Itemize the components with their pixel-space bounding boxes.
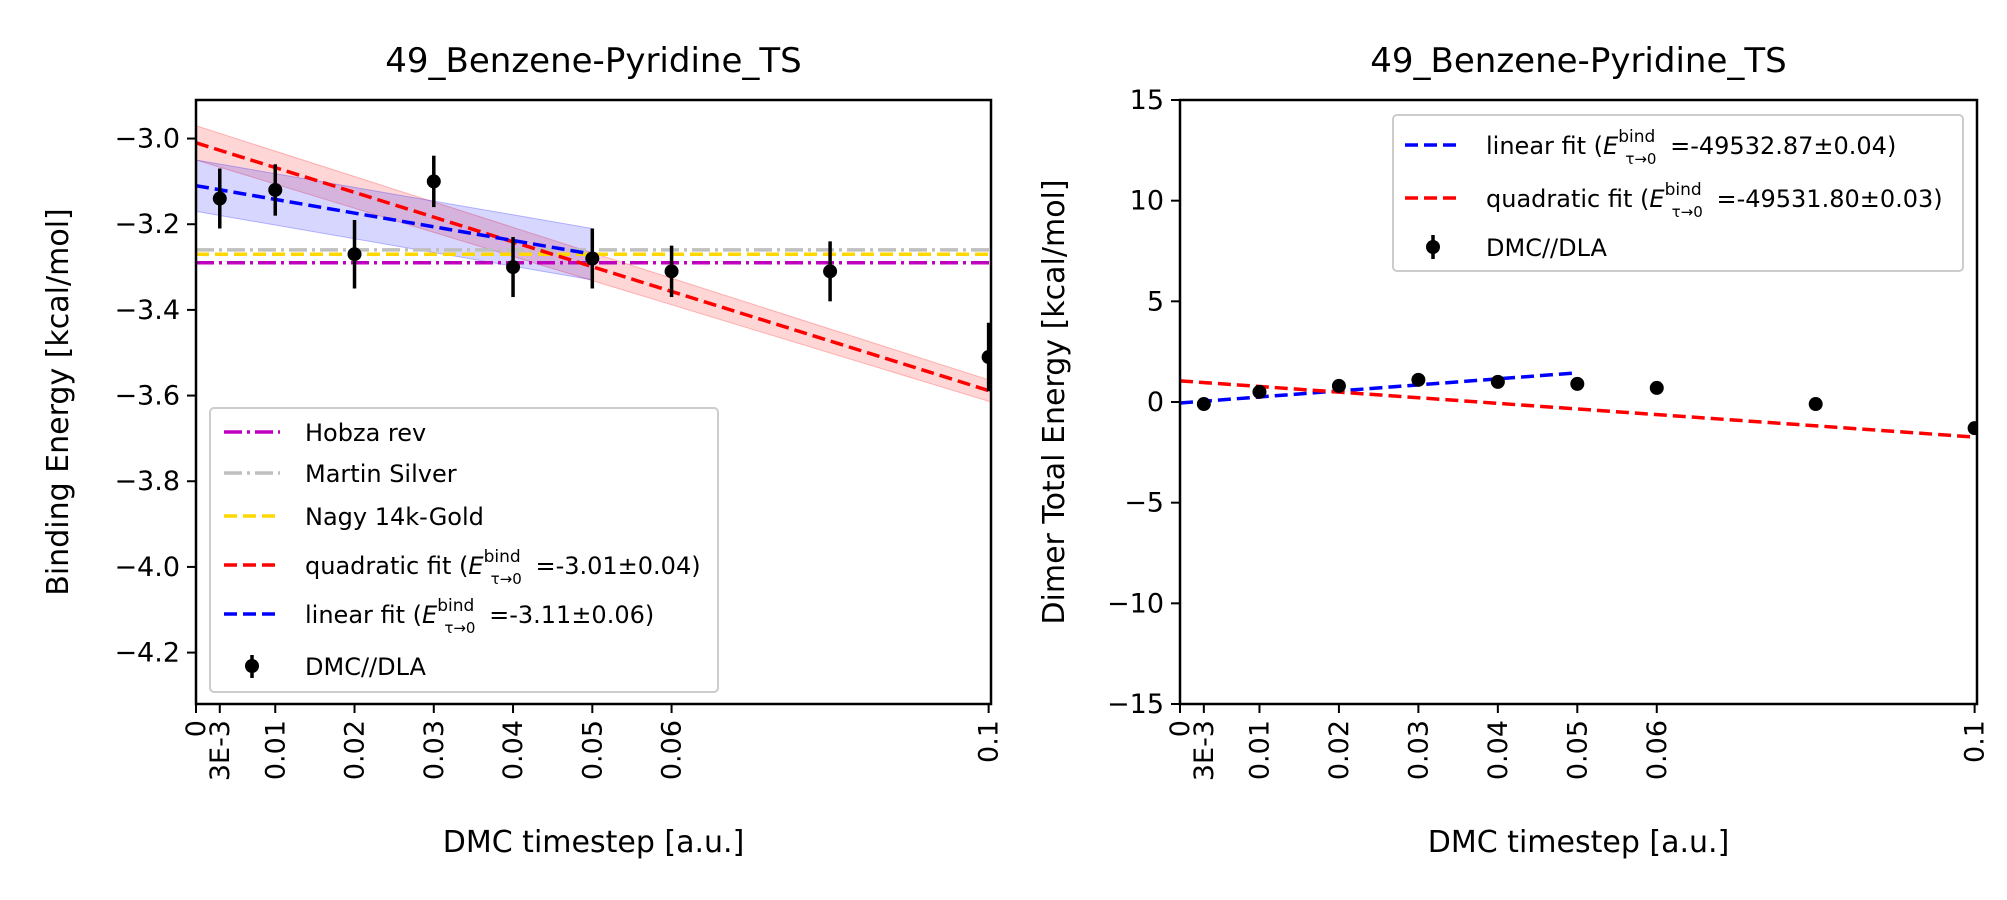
fit-line-1-1 [1180, 379, 1977, 439]
left-panel: 49_Benzene-Pyridine_TS −3.0−3.2−3.4−3.6−… [41, 41, 1005, 860]
y-tick-label-1-1: 10 [1130, 186, 1164, 217]
right-y-axis-label: Dimer Total Energy [kcal/mol] [1037, 179, 1072, 624]
fit-line-1-0 [1180, 371, 1578, 405]
legend-label-dmc-right: DMC//DLA [1486, 234, 1608, 262]
fit-line-0-1 [196, 183, 593, 256]
left-x-axis-label: DMC timestep [a.u.] [443, 825, 745, 860]
x-tick-label-0-2: 0.01 [260, 720, 291, 780]
y-tick-label-0-0: −3.0 [114, 124, 180, 155]
left-y-axis-label: Binding Energy [kcal/mol] [41, 208, 76, 595]
legend-label-linear-right: linear fit (Ebind τ→0 =-49532.87±0.04) [1486, 127, 1896, 168]
y-tick-label-1-5: −10 [1107, 588, 1164, 619]
data-point-0-7 [823, 264, 838, 279]
data-point-1-4 [1490, 374, 1505, 389]
legend-label-quadratic-right: quadratic fit (Ebind τ→0 =-49531.80±0.03) [1486, 180, 1943, 221]
data-point-1-7 [1808, 397, 1823, 412]
data-point-1-8 [1967, 421, 1977, 436]
fit-line-0-0 [196, 141, 991, 393]
left-ticks: −3.0 −3.2 −3.4 −3.6 −3.8 −4.0 −4.2 03E-3 0.01 0.0… [114, 124, 1004, 782]
data-point-0-1 [268, 182, 283, 197]
legend-marker-dmc-right [1426, 240, 1440, 254]
y-tick-label-0-3: −3.6 [114, 381, 180, 412]
left-legend: Hobza rev Martin Silver Nagy 14k-Gold qu… [209, 407, 719, 693]
x-tick-label-0-3: 0.02 [340, 720, 371, 780]
data-point-0-4 [506, 260, 521, 275]
x-tick-label-1-2: 0.01 [1244, 720, 1275, 780]
data-point-0-3 [426, 174, 441, 189]
legend-label-hobza: Hobza rev [305, 419, 426, 447]
x-tick-label-0-8: 0.1 [974, 720, 1005, 763]
y-tick-label-0-4: −3.8 [114, 466, 180, 497]
right-chart-title: 49_Benzene-Pyridine_TS [1370, 41, 1786, 81]
data-point-0-8 [981, 350, 991, 365]
y-tick-label-0-5: −4.0 [114, 552, 180, 583]
y-tick-label-1-6: −15 [1107, 689, 1164, 720]
x-tick-label-1-5: 0.04 [1483, 720, 1514, 780]
x-tick-label-1-3: 0.02 [1324, 720, 1355, 780]
x-tick-label-1-1: 3E-3 [1189, 720, 1220, 781]
data-point-0-5 [585, 251, 600, 266]
x-tick-label-0-5: 0.04 [498, 720, 529, 780]
y-tick-label-1-2: 5 [1147, 286, 1164, 317]
data-point-1-6 [1649, 380, 1664, 395]
x-tick-label-1-0: 0 [1165, 720, 1196, 737]
data-point-0-2 [347, 247, 362, 262]
legend-label-quadratic: quadratic fit (Ebind τ→0 =-3.01±0.04) [305, 547, 701, 588]
x-tick-label-1-6: 0.05 [1562, 720, 1593, 780]
x-tick-label-1-8: 0.1 [1960, 720, 1991, 763]
data-point-1-1 [1252, 384, 1267, 399]
x-tick-label-0-0: 0 [181, 720, 212, 737]
y-tick-label-0-6: −4.2 [114, 638, 180, 669]
right-legend-box [1392, 114, 1964, 272]
left-chart-title: 49_Benzene-Pyridine_TS [385, 41, 801, 81]
data-point-0-6 [664, 264, 679, 279]
legend-marker-dmc [245, 659, 259, 673]
x-tick-label-0-6: 0.05 [577, 720, 608, 780]
x-tick-label-0-1: 3E-3 [205, 720, 236, 781]
legend-label-martin: Martin Silver [305, 460, 457, 488]
legend-label-linear: linear fit (Ebind τ→0 =-3.11±0.06) [305, 596, 654, 637]
y-tick-label-1-4: −5 [1124, 488, 1164, 519]
left-legend-box [209, 407, 719, 693]
right-legend: linear fit (Ebind τ→0 =-49532.87±0.04) qu… [1392, 114, 1964, 272]
legend-label-dmc: DMC//DLA [305, 653, 427, 681]
y-tick-label-1-0: 15 [1130, 85, 1164, 116]
data-point-1-3 [1411, 372, 1426, 387]
legend-label-nagy: Nagy 14k-Gold [305, 503, 484, 531]
data-point-0-0 [212, 191, 227, 206]
left-plot-area [196, 125, 991, 403]
data-point-1-2 [1331, 378, 1346, 393]
right-x-axis-label: DMC timestep [a.u.] [1428, 825, 1730, 860]
left-axes-frame [194, 98, 993, 706]
x-tick-label-1-7: 0.06 [1642, 720, 1673, 780]
x-tick-label-0-7: 0.06 [657, 720, 688, 780]
y-tick-label-1-3: 0 [1147, 387, 1164, 418]
y-tick-label-0-1: −3.2 [114, 209, 180, 240]
right-panel: 49_Benzene-Pyridine_TS 151050−5−10−1503E… [1037, 41, 1991, 860]
y-tick-label-0-2: −3.4 [114, 295, 180, 326]
right-plot-area [1180, 371, 1977, 439]
data-point-1-0 [1196, 397, 1211, 412]
x-tick-label-0-4: 0.03 [419, 720, 450, 780]
x-tick-label-1-4: 0.03 [1403, 720, 1434, 780]
data-point-1-5 [1570, 376, 1585, 391]
